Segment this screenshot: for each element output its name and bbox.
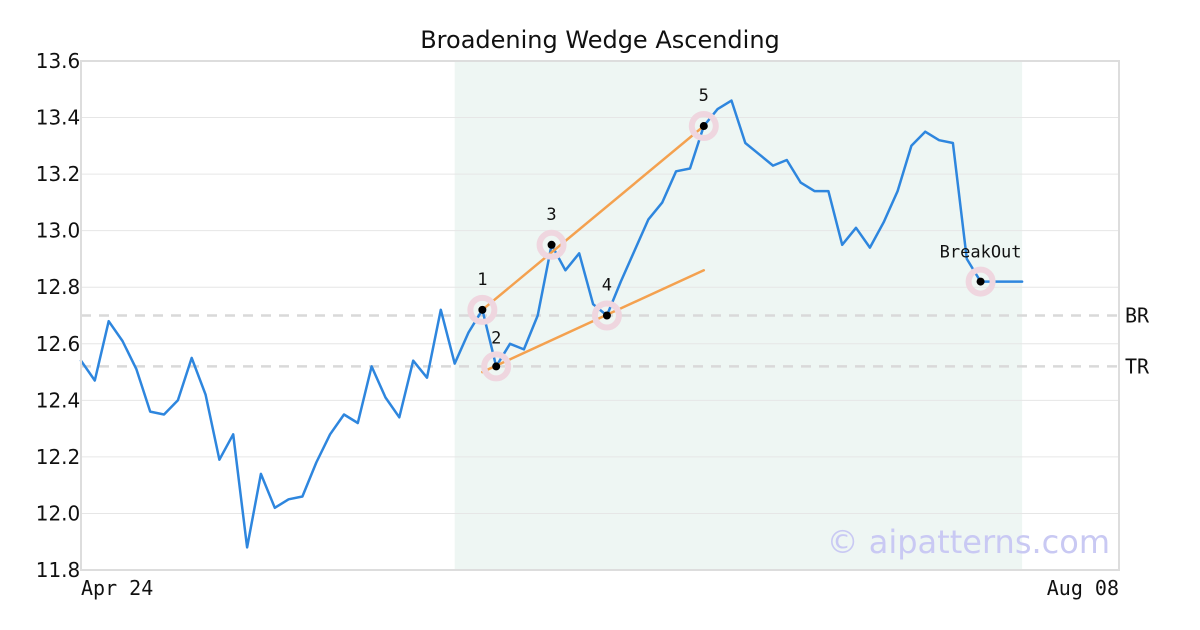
y-tick-label: 12.0 <box>36 501 81 525</box>
y-tick-label: 11.8 <box>36 558 81 582</box>
y-tick-label: 12.8 <box>36 275 81 299</box>
y-tick-label: 13.0 <box>36 219 81 243</box>
point-ring-breakout <box>965 266 996 297</box>
upper-trendline <box>481 124 706 312</box>
point-ring-4 <box>591 300 622 331</box>
level-label-br: BR <box>1125 304 1150 328</box>
point-label-2: 2 <box>491 328 501 348</box>
point-label-4: 4 <box>602 276 612 296</box>
point-label-1: 1 <box>477 270 487 290</box>
y-tick-label: 13.2 <box>36 162 81 186</box>
chart-title: Broadening Wedge Ascending <box>420 26 780 54</box>
axes-layer: 11.8 12.0 12.2 12.4 12.6 12.8 13.0 13.2 13.4 13.6… <box>36 49 1120 600</box>
levels-layer: BR TR <box>81 304 1150 378</box>
watermark: © aipatterns.com <box>827 523 1110 561</box>
x-tick-label: Aug 08 <box>1047 576 1119 600</box>
y-tick-label: 13.6 <box>36 49 81 73</box>
point-label-5: 5 <box>699 86 709 106</box>
point-ring-2 <box>481 351 512 382</box>
y-tick-label: 12.6 <box>36 332 81 356</box>
y-tick-label: 13.4 <box>36 106 81 130</box>
point-label-breakout: BreakOut <box>940 243 1022 263</box>
points-layer: 1 2 3 4 5 BreakOut <box>467 86 1022 382</box>
point-marker-breakout <box>976 277 985 286</box>
y-tick-label: 12.4 <box>36 388 81 412</box>
point-marker-5 <box>699 122 708 131</box>
y-tick-label: 12.2 <box>36 445 81 469</box>
level-label-tr: TR <box>1125 354 1150 378</box>
point-marker-1 <box>478 305 487 314</box>
point-marker-4 <box>602 311 611 320</box>
point-label-3: 3 <box>546 205 556 225</box>
point-marker-3 <box>547 240 556 249</box>
point-ring-5 <box>688 111 719 142</box>
point-marker-2 <box>492 362 501 371</box>
point-ring-3 <box>536 229 567 260</box>
plot-frame <box>80 60 1120 571</box>
x-tick-label: Apr 24 <box>81 576 153 600</box>
point-ring-1 <box>467 294 498 325</box>
